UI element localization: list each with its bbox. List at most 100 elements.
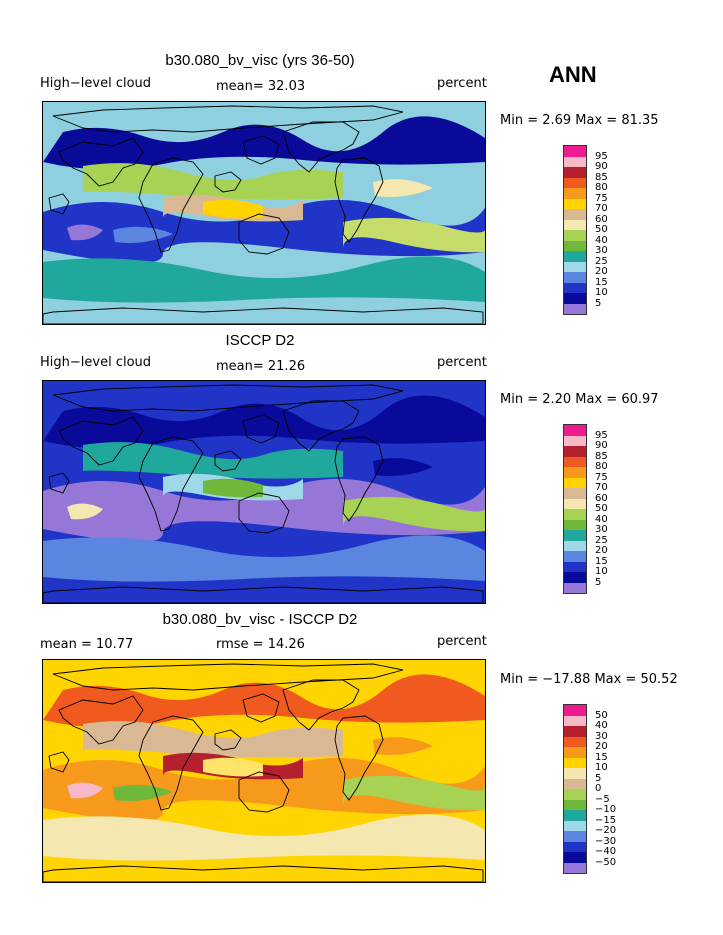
colorbar-swatch bbox=[563, 425, 587, 436]
coastline bbox=[138, 157, 204, 253]
colorbar-tick-label: 75 bbox=[595, 471, 608, 483]
contour-region bbox=[113, 784, 173, 801]
colorbar-tick-label: −50 bbox=[595, 856, 617, 868]
colorbar-swatch bbox=[563, 519, 587, 530]
colorbar-tick-label: 50 bbox=[595, 709, 608, 721]
contour-region bbox=[43, 814, 485, 861]
colorbar-tick-label: 15 bbox=[595, 555, 608, 567]
colorbar-swatch bbox=[563, 498, 587, 509]
colorbar-tick-label: 70 bbox=[595, 203, 608, 214]
colorbar-tick-label: 60 bbox=[595, 492, 608, 504]
map-panel-1 bbox=[42, 380, 486, 604]
colorbar-tick-label: 40 bbox=[595, 513, 608, 525]
contour-region bbox=[43, 116, 485, 170]
colorbar-swatch bbox=[563, 540, 587, 551]
colorbar-swatch bbox=[563, 167, 587, 178]
colorbar-swatch bbox=[563, 820, 587, 831]
panel-title-0: b30.080_bv_visc (yrs 36-50) bbox=[165, 52, 355, 69]
coastline bbox=[52, 384, 404, 412]
colorbar-tick-label: 20 bbox=[595, 266, 608, 277]
map-svg-1 bbox=[43, 381, 485, 603]
colorbar-tick-label: −10 bbox=[595, 804, 617, 815]
map-panel-2 bbox=[42, 659, 486, 883]
coastline bbox=[52, 105, 404, 133]
colorbar-tick-label: 25 bbox=[595, 534, 608, 546]
contour-region bbox=[43, 256, 485, 303]
coastline bbox=[242, 135, 280, 165]
colorbar-swatch bbox=[563, 726, 587, 737]
contour-region bbox=[43, 535, 485, 582]
colorbar-swatch bbox=[563, 282, 587, 293]
colorbar-swatch bbox=[563, 705, 587, 716]
colorbar-swatch bbox=[563, 530, 587, 541]
contour-region bbox=[373, 179, 433, 197]
panel-title-1: ISCCP D2 bbox=[225, 332, 295, 349]
coastline bbox=[43, 865, 484, 882]
colorbar-tick-label: −15 bbox=[595, 814, 617, 826]
colorbar-swatch bbox=[563, 747, 587, 758]
colorbar-swatch bbox=[563, 219, 587, 230]
contour-region bbox=[43, 674, 485, 728]
colorbar-tick-label: 85 bbox=[595, 450, 608, 462]
coastline bbox=[138, 436, 204, 532]
colorbar-tick-label: −40 bbox=[595, 846, 617, 857]
colorbar-swatch bbox=[563, 841, 587, 852]
coastline bbox=[242, 693, 280, 723]
colorbar-swatch bbox=[563, 188, 587, 199]
panel-right-label-0: percent bbox=[437, 76, 487, 91]
panel-left-label-2: mean = 10.77 bbox=[40, 637, 134, 652]
colorbar-swatch bbox=[563, 198, 587, 209]
coastline bbox=[334, 436, 384, 522]
contour-region bbox=[43, 395, 485, 449]
colorbar-tick-label: 40 bbox=[595, 234, 608, 246]
contour-region bbox=[113, 226, 173, 243]
colorbar-swatch bbox=[563, 446, 587, 457]
coastline bbox=[58, 416, 144, 466]
contour-region bbox=[43, 757, 485, 822]
coastline bbox=[138, 715, 204, 811]
panel-range-0: Min = 2.69 Max = 81.35 bbox=[500, 113, 659, 128]
colorbar-tick-label: 30 bbox=[595, 245, 608, 256]
colorbar-swatch bbox=[563, 293, 587, 304]
colorbar-swatch bbox=[563, 572, 587, 583]
colorbar-tick-label: 30 bbox=[595, 524, 608, 535]
colorbar-tick-label: 5 bbox=[595, 576, 602, 588]
panel-title-2: b30.080_bv_visc - ISCCP D2 bbox=[162, 611, 358, 628]
colorbar-swatch bbox=[563, 778, 587, 789]
colorbar-tick-label: 60 bbox=[595, 213, 608, 225]
colorbar-swatch bbox=[563, 467, 587, 478]
map-panel-0 bbox=[42, 101, 486, 325]
colorbar-swatch bbox=[563, 456, 587, 467]
coastline bbox=[48, 472, 70, 494]
colorbar-swatch bbox=[563, 261, 587, 272]
colorbar-tick-label: −20 bbox=[595, 825, 617, 836]
colorbar-swatch bbox=[563, 757, 587, 768]
colorbar-tick-label: −30 bbox=[595, 835, 617, 847]
colorbar-swatch bbox=[563, 715, 587, 726]
contour-region bbox=[373, 737, 433, 755]
panel-center-label-1: mean= 21.26 bbox=[216, 359, 306, 374]
colorbar-tick-label: 80 bbox=[595, 461, 608, 472]
colorbar-swatch bbox=[563, 768, 587, 779]
contour-region bbox=[67, 224, 103, 241]
colorbar-swatches bbox=[563, 704, 587, 874]
coastline bbox=[58, 695, 144, 745]
colorbar-swatch bbox=[563, 852, 587, 863]
colorbar-swatch bbox=[563, 272, 587, 283]
colorbar-tick-label: 20 bbox=[595, 741, 608, 752]
panel-left-label-0: High−level cloud bbox=[40, 76, 152, 91]
colorbar-swatch bbox=[563, 810, 587, 821]
colorbar-1: 95 90 85 80 75 70 60 50 40 30 25 20 15 10 5 bbox=[563, 424, 608, 594]
colorbar-tick-label: 95 bbox=[595, 429, 608, 441]
colorbar-swatches bbox=[563, 145, 587, 315]
colorbar-tick-label: 15 bbox=[595, 276, 608, 288]
colorbar-tick-label: 80 bbox=[595, 182, 608, 193]
colorbar-swatch bbox=[563, 251, 587, 262]
colorbar-tick-label: 25 bbox=[595, 255, 608, 267]
colorbar-tick-label: 20 bbox=[595, 545, 608, 556]
colorbar-tick-label: 15 bbox=[595, 751, 608, 763]
coastline bbox=[238, 492, 290, 534]
contour-region bbox=[203, 478, 263, 498]
coastline bbox=[43, 586, 484, 603]
coastline bbox=[58, 137, 144, 187]
